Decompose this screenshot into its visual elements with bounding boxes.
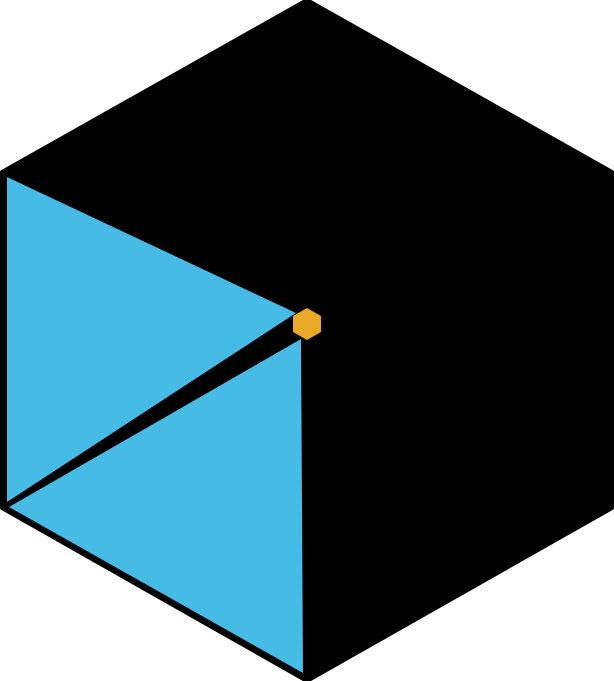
left-face-upper-triangle [7,177,296,502]
left-face-lower-triangle [9,339,303,673]
center-vertex-node [293,308,321,340]
